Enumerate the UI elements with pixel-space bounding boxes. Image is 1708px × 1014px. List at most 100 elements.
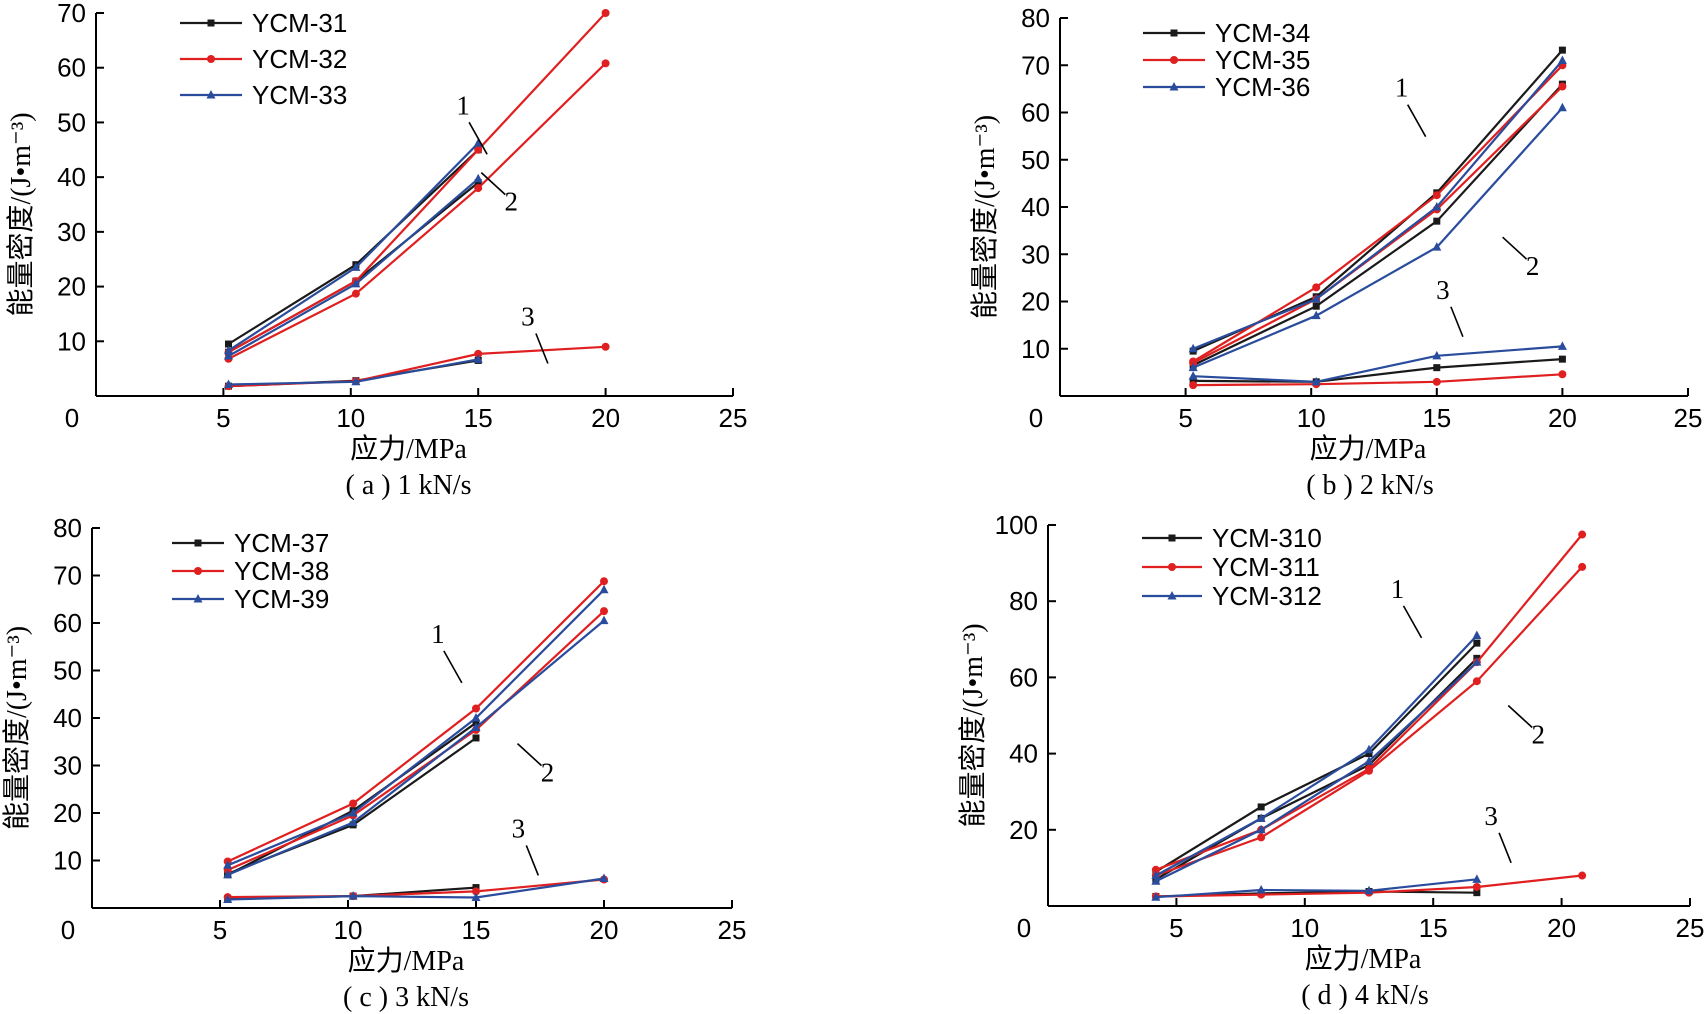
data-point	[474, 145, 483, 154]
series-line-YCM-34-curve-2	[1192, 83, 1564, 367]
legend-item: YCM-32	[180, 44, 347, 74]
legend-label: YCM-311	[1212, 552, 1320, 582]
data-point	[1188, 371, 1198, 380]
x-tick-label: 5	[1178, 403, 1192, 433]
data-point	[473, 138, 483, 147]
legend-item: YCM-39	[172, 584, 329, 614]
x-tick-label: 25	[1676, 913, 1705, 943]
series-line-YCM-36-curve-2	[1192, 107, 1564, 369]
chart-panel-2: 0 5 10 15 20 25 10 20 30 40 50 60 70 80 应力/MPa 能量密度/(J•…	[969, 3, 1702, 501]
data-point	[1364, 885, 1374, 895]
panel-caption: ( d ) 4 kN/s	[1301, 980, 1429, 1011]
data-point	[1558, 46, 1566, 54]
data-point	[1433, 217, 1441, 225]
x-tick-label: 15	[1419, 913, 1448, 943]
series-line-YCM-36-curve-1	[1192, 59, 1564, 350]
annotation-leader	[443, 650, 463, 684]
x-tick-label: 25	[718, 915, 747, 945]
legend-label: YCM-32	[252, 44, 347, 74]
annotation-label: 2	[1526, 251, 1540, 281]
legend-item: YCM-35	[1143, 45, 1310, 75]
data-point	[1578, 871, 1587, 880]
legend-item: YCM-311	[1142, 552, 1320, 582]
series-line-YCM-310-curve-1	[1155, 642, 1478, 873]
x-tick-label: 10	[336, 403, 365, 433]
data-point	[1311, 310, 1321, 320]
legend-marker	[206, 90, 216, 99]
legend-item: YCM-38	[172, 556, 329, 586]
data-point	[599, 584, 609, 594]
data-point	[474, 349, 483, 358]
data-point	[1472, 874, 1482, 883]
annotation-leader	[525, 845, 540, 876]
data-point	[1433, 364, 1441, 372]
annotation-leader	[535, 333, 549, 364]
y-tick-label: 50	[53, 656, 82, 686]
legend-label: YCM-36	[1215, 72, 1310, 102]
data-point	[471, 892, 481, 902]
data-point	[224, 340, 232, 348]
data-point	[1256, 884, 1266, 894]
series-line-YCM-32-curve-1	[227, 12, 607, 354]
data-point	[1364, 756, 1374, 765]
series-line-YCM-35-curve-3	[1193, 373, 1563, 387]
data-point	[1151, 865, 1160, 874]
x-tick-label: 20	[591, 403, 620, 433]
data-point	[1188, 362, 1198, 372]
legend-marker	[1168, 563, 1176, 571]
legend-item: YCM-33	[180, 80, 347, 110]
data-point	[351, 289, 360, 298]
panel-caption: ( b ) 2 kN/s	[1306, 470, 1434, 501]
data-point	[471, 722, 481, 731]
data-point	[1432, 377, 1441, 386]
x-tick-label: 15	[462, 915, 491, 945]
legend-marker	[207, 55, 215, 63]
series-line-YCM-312-curve-2	[1155, 661, 1478, 883]
data-point	[601, 9, 610, 17]
data-point	[223, 894, 233, 903]
y-tick-label: 60	[57, 53, 86, 83]
data-point	[223, 869, 233, 879]
data-point	[472, 887, 480, 896]
data-point	[1557, 55, 1567, 65]
legend-label: YCM-310	[1212, 523, 1322, 553]
data-point	[223, 860, 233, 869]
data-point	[1257, 833, 1266, 842]
data-point	[348, 808, 358, 817]
data-point	[1432, 191, 1441, 200]
annotation-label: 3	[521, 301, 535, 331]
data-point	[351, 262, 361, 271]
data-point	[1432, 202, 1442, 211]
annotation-label: 3	[1484, 801, 1498, 831]
legend-marker	[1168, 534, 1176, 542]
legend-marker	[193, 594, 203, 603]
y-tick-label: 30	[53, 751, 82, 781]
annotation-leader	[1502, 236, 1528, 260]
data-point	[1312, 283, 1321, 292]
data-point	[1473, 639, 1481, 647]
legend-item: YCM-310	[1142, 523, 1322, 553]
data-point	[223, 379, 233, 389]
series-line-YCM-32-curve-2	[227, 62, 607, 360]
data-point	[1311, 376, 1321, 386]
x-axis-title: 应力/MPa	[1310, 433, 1427, 465]
x-tick-label: 10	[1297, 403, 1326, 433]
y-axis-title: 能量密度/(J•m⁻³)	[969, 115, 1001, 319]
panel-caption: ( a ) 1 kN/s	[346, 470, 472, 501]
data-point	[1558, 355, 1566, 363]
data-point	[348, 817, 358, 826]
annotation-leader	[480, 172, 506, 196]
data-point	[599, 615, 609, 625]
data-point	[1472, 630, 1482, 639]
x-tick-label: 5	[1169, 913, 1183, 943]
annotation-leader	[516, 743, 543, 767]
data-point	[1432, 350, 1442, 360]
annotation-leader	[1406, 104, 1427, 138]
x-tick-label: 0	[1017, 913, 1031, 943]
y-tick-label: 30	[57, 217, 86, 247]
data-point	[1578, 562, 1587, 571]
data-point	[600, 577, 608, 586]
data-point	[1558, 82, 1567, 91]
data-point	[1256, 824, 1266, 834]
x-tick-label: 0	[61, 915, 75, 945]
